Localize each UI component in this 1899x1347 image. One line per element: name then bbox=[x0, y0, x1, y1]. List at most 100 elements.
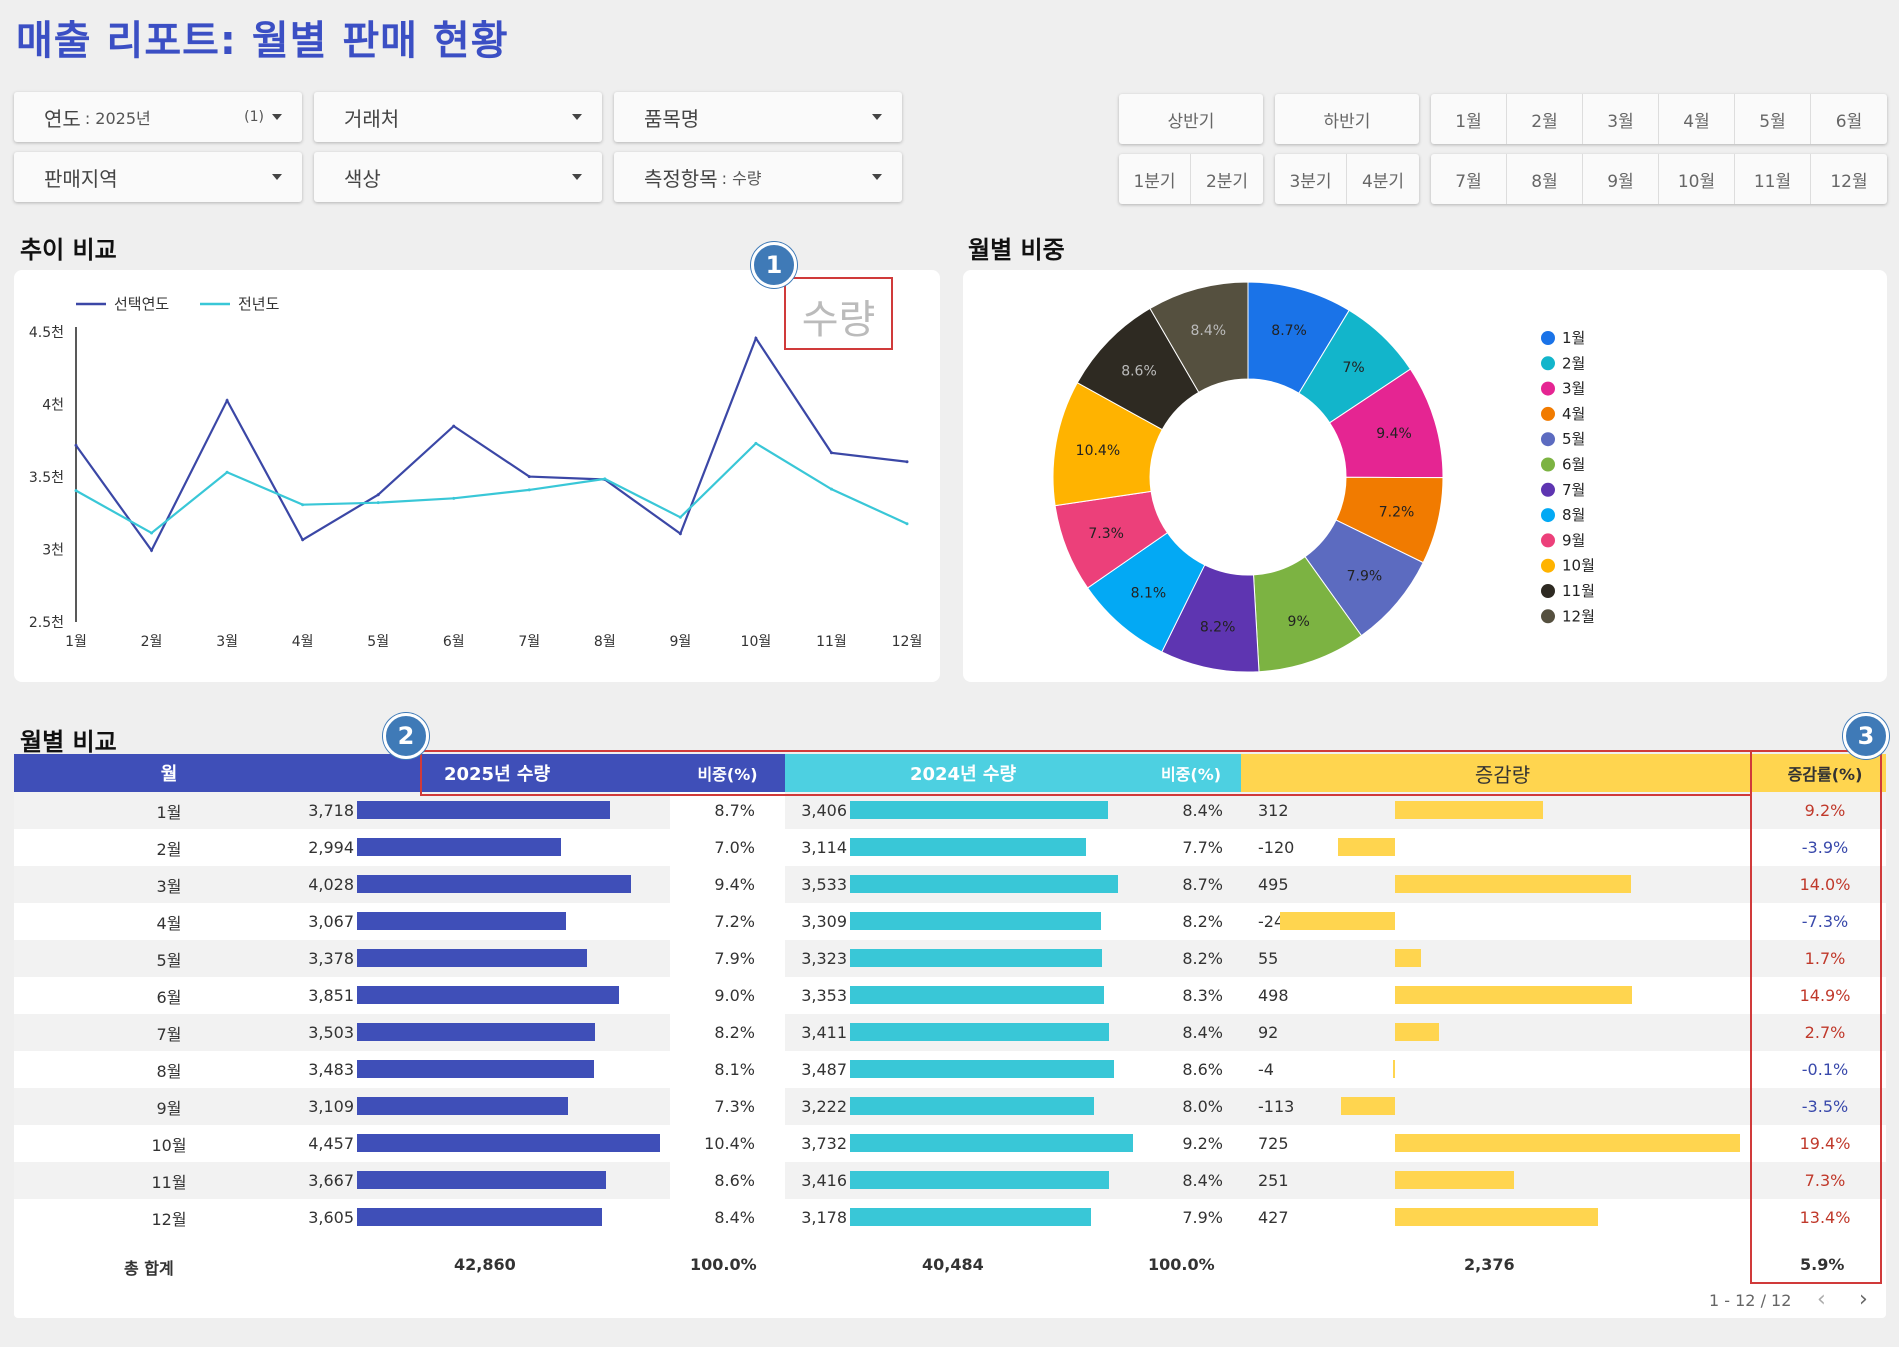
table-row[interactable]: 2월 2,994 7.0% 3,114 7.7% -120 -3.9% bbox=[14, 829, 1886, 866]
share-column-bg bbox=[670, 1125, 785, 1162]
month-row-1: 1월 2월 3월 4월 5월 6월 bbox=[1431, 94, 1887, 144]
table-row[interactable]: 4월 3,067 7.2% 3,309 8.2% -242 -7.3% bbox=[14, 903, 1886, 940]
month-button-4[interactable]: 4월 bbox=[1659, 94, 1735, 144]
metric-filter-value: : 수량 bbox=[721, 169, 762, 188]
header-cur-share[interactable]: 비중(%) bbox=[670, 754, 785, 792]
prev-share-cell: 8.2% bbox=[1182, 912, 1223, 931]
delta-cell: 498 bbox=[1258, 986, 1289, 1005]
header-prev-qty[interactable]: 2024년 수량 bbox=[785, 754, 1141, 792]
legend-label: 3월 bbox=[1562, 380, 1585, 398]
delta-bar bbox=[1395, 875, 1631, 893]
month-button-6[interactable]: 6월 bbox=[1835, 111, 1863, 132]
second-half-button[interactable]: 하반기 bbox=[1323, 111, 1371, 132]
header-cur-qty[interactable]: 2025년 수량 bbox=[324, 754, 670, 792]
table-row[interactable]: 1월 3,718 8.7% 3,406 8.4% 312 9.2% bbox=[14, 792, 1886, 829]
header-delta[interactable]: 증감량 bbox=[1241, 754, 1764, 792]
month-button-9[interactable]: 9월 bbox=[1583, 154, 1659, 204]
q3-button[interactable]: 3분기 bbox=[1275, 154, 1347, 204]
table-row[interactable]: 7월 3,503 8.2% 3,411 8.4% 92 2.7% bbox=[14, 1014, 1886, 1051]
cur-qty-bar bbox=[357, 986, 619, 1004]
table-row[interactable]: 8월 3,483 8.1% 3,487 8.6% -4 -0.1% bbox=[14, 1051, 1886, 1088]
slice-label: 7.9% bbox=[1347, 569, 1383, 585]
delta-cell: 251 bbox=[1258, 1171, 1289, 1190]
color-filter-label: 색상 bbox=[344, 166, 381, 191]
prev-qty-cell: 3,323 bbox=[801, 949, 847, 968]
cur-qty-cell: 3,483 bbox=[308, 1060, 354, 1079]
month-button-7[interactable]: 7월 bbox=[1431, 154, 1507, 204]
legend-swatch bbox=[1541, 533, 1555, 548]
month-button-5[interactable]: 5월 bbox=[1735, 94, 1811, 144]
x-tick-label: 5월 bbox=[367, 634, 389, 650]
color-filter-dropdown[interactable]: 색상 bbox=[314, 152, 602, 202]
q2-button[interactable]: 2분기 bbox=[1205, 171, 1249, 192]
share-column-bg bbox=[670, 977, 785, 1014]
data-point bbox=[905, 460, 909, 464]
y-tick-label: 4천 bbox=[42, 398, 64, 414]
data-point bbox=[527, 488, 531, 492]
share-column-bg bbox=[1141, 1125, 1241, 1162]
q1-button[interactable]: 1분기 bbox=[1119, 154, 1191, 204]
table-row[interactable]: 3월 4,028 9.4% 3,533 8.7% 495 14.0% bbox=[14, 866, 1886, 903]
prev-qty-cell: 3,732 bbox=[801, 1134, 847, 1153]
legend-swatch bbox=[1541, 356, 1555, 371]
month-button-2[interactable]: 2월 bbox=[1507, 94, 1583, 144]
legend-label: 선택연도 bbox=[114, 295, 169, 313]
data-point bbox=[754, 336, 758, 340]
table-row[interactable]: 6월 3,851 9.0% 3,353 8.3% 498 14.9% bbox=[14, 977, 1886, 1014]
table-row[interactable]: 11월 3,667 8.6% 3,416 8.4% 251 7.3% bbox=[14, 1162, 1886, 1199]
region-filter-dropdown[interactable]: 판매지역 bbox=[14, 152, 302, 202]
cur-share-cell: 8.1% bbox=[714, 1060, 755, 1079]
y-tick-label: 3천 bbox=[42, 543, 64, 559]
table-row[interactable]: 10월 4,457 10.4% 3,732 9.2% 725 19.4% bbox=[14, 1125, 1886, 1162]
legend-swatch bbox=[1541, 381, 1555, 396]
rate-cell: 14.9% bbox=[1799, 986, 1851, 1005]
month-cell: 11월 bbox=[151, 1172, 187, 1192]
metric-filter-dropdown[interactable]: 측정항목 : 수량 bbox=[614, 152, 902, 202]
prev-qty-bar bbox=[850, 912, 1101, 930]
month-button-11[interactable]: 11월 bbox=[1735, 154, 1811, 204]
product-filter-label: 품목명 bbox=[644, 106, 700, 131]
delta-cell: -113 bbox=[1258, 1097, 1295, 1116]
cur-qty-bar bbox=[357, 1171, 607, 1189]
month-button-10[interactable]: 10월 bbox=[1659, 154, 1735, 204]
chevron-down-icon bbox=[572, 114, 582, 120]
header-month[interactable]: 월 bbox=[14, 754, 324, 792]
product-filter-dropdown[interactable]: 품목명 bbox=[614, 92, 902, 142]
table-row[interactable]: 9월 3,109 7.3% 3,222 8.0% -113 -3.5% bbox=[14, 1088, 1886, 1125]
legend-label: 1월 bbox=[1562, 329, 1585, 347]
slice-label: 8.2% bbox=[1200, 619, 1236, 635]
month-button-8[interactable]: 8월 bbox=[1507, 154, 1583, 204]
legend-label: 전년도 bbox=[238, 295, 280, 313]
first-half-button[interactable]: 상반기 bbox=[1167, 111, 1215, 132]
quarter-group-1: 1분기 2분기 bbox=[1119, 154, 1263, 204]
legend-swatch bbox=[1541, 609, 1555, 624]
share-column-bg bbox=[670, 866, 785, 903]
month-button-12[interactable]: 12월 bbox=[1830, 171, 1868, 192]
cur-share-cell: 8.4% bbox=[714, 1208, 755, 1227]
delta-cell: 312 bbox=[1258, 801, 1289, 820]
donut-slice[interactable] bbox=[1149, 281, 1249, 393]
delta-cell: 427 bbox=[1258, 1208, 1289, 1227]
table-row[interactable]: 12월 3,605 8.4% 3,178 7.9% 427 13.4% bbox=[14, 1199, 1886, 1236]
prev-page-icon[interactable]: ‹ bbox=[1817, 1287, 1826, 1312]
month-button-1[interactable]: 1월 bbox=[1431, 94, 1507, 144]
data-point bbox=[301, 503, 305, 507]
table-row[interactable]: 5월 3,378 7.9% 3,323 8.2% 55 1.7% bbox=[14, 940, 1886, 977]
prev-qty-bar bbox=[850, 1171, 1110, 1189]
header-prev-share[interactable]: 비중(%) bbox=[1141, 754, 1241, 792]
customer-filter-dropdown[interactable]: 거래처 bbox=[314, 92, 602, 142]
year-filter-dropdown[interactable]: 연도 : 2025년 (1) bbox=[14, 92, 302, 142]
share-column-bg bbox=[670, 1051, 785, 1088]
q4-button[interactable]: 4분기 bbox=[1361, 171, 1405, 192]
next-page-icon[interactable]: › bbox=[1859, 1287, 1868, 1312]
month-row-2: 7월 8월 9월 10월 11월 12월 bbox=[1431, 154, 1887, 204]
x-tick-label: 2월 bbox=[141, 634, 163, 650]
month-button-3[interactable]: 3월 bbox=[1583, 94, 1659, 144]
legend-label: 12월 bbox=[1562, 607, 1595, 625]
prev-qty-bar bbox=[850, 801, 1109, 819]
prev-share-cell: 8.2% bbox=[1182, 949, 1223, 968]
trend-section-title: 추이 비교 bbox=[20, 236, 117, 264]
header-rate[interactable]: 증감률(%) bbox=[1764, 754, 1886, 792]
rate-cell: 2.7% bbox=[1804, 1023, 1846, 1042]
slice-label: 9% bbox=[1288, 614, 1310, 630]
